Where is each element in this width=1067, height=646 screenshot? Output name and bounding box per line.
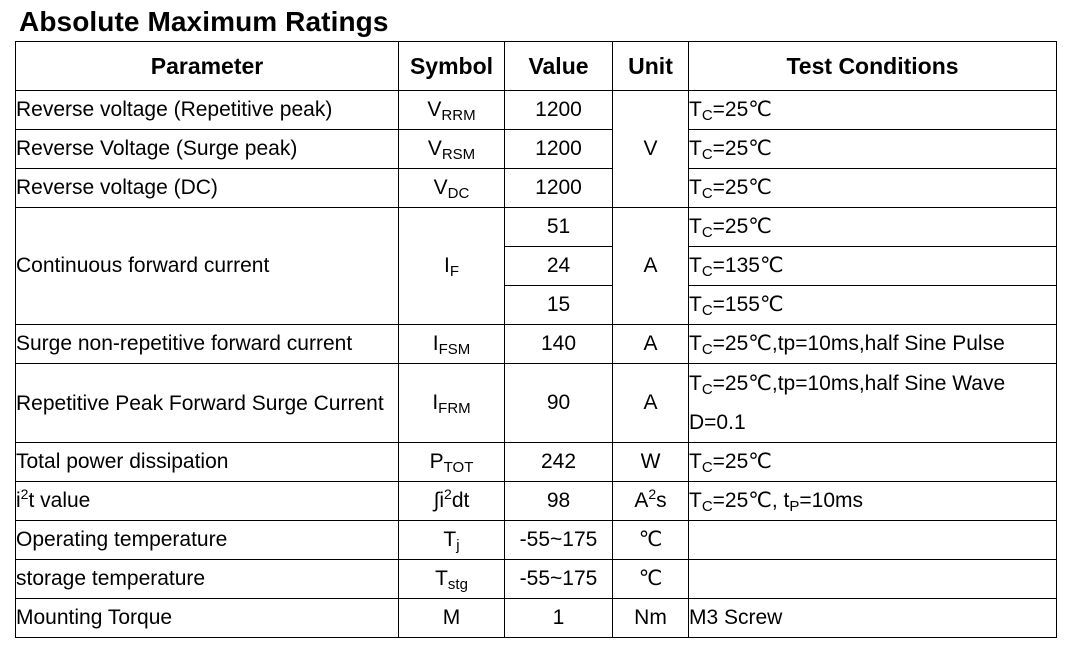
symbol-cell: VDC (398, 168, 505, 208)
table-row: Reverse voltage (DC) VDC 1200 TC=25℃ (15, 168, 1057, 208)
table-row: i2t value ∫i2dt 98 A2s TC=25℃, tP=10ms (15, 481, 1057, 521)
condition-cell: TC=135℃ (688, 246, 1057, 286)
header-symbol: Symbol (398, 41, 505, 91)
symbol-cell: IF (398, 207, 505, 325)
condition-cell: TC=25℃,tp=10ms,half Sine Wave D=0.1 (688, 363, 1057, 443)
unit-cell: A2s (612, 481, 689, 521)
parameter-cell: i2t value (15, 481, 399, 521)
header-test-conditions: Test Conditions (688, 41, 1057, 91)
table-row: Surge non-repetitive forward current IFS… (15, 324, 1057, 364)
value-cell: 51 (504, 207, 613, 247)
condition-cell: TC=25℃ (688, 442, 1057, 482)
parameter-cell: Mounting Torque (15, 598, 399, 638)
value-cell: 242 (504, 442, 613, 482)
value-cell: 1 (504, 598, 613, 638)
parameter-cell: storage temperature (15, 559, 399, 599)
table-row: Continuous forward current IF 51 A TC=25… (15, 207, 1057, 325)
symbol-cell: Tj (398, 520, 505, 560)
header-parameter: Parameter (15, 41, 399, 91)
condition-cell: TC=25℃,tp=10ms,half Sine Pulse (688, 324, 1057, 364)
value-cell: 90 (504, 363, 613, 443)
value-cell: 98 (504, 481, 613, 521)
value-cell: 24 (504, 246, 613, 286)
value-cell: 140 (504, 324, 613, 364)
condition-cell: TC=25℃, tP=10ms (688, 481, 1057, 521)
unit-cell: W (612, 442, 689, 482)
condition-cell: M3 Screw (688, 598, 1057, 638)
condition-cell: TC=25℃ (688, 90, 1057, 130)
condition-cell: TC=155℃ (688, 285, 1057, 325)
symbol-cell: M (398, 598, 505, 638)
condition-cell (688, 520, 1057, 560)
value-cell: -55~175 (504, 559, 613, 599)
table-row: Mounting Torque M 1 Nm M3 Screw (15, 598, 1057, 638)
parameter-cell: Total power dissipation (15, 442, 399, 482)
unit-cell: Nm (612, 598, 689, 638)
parameter-cell: Continuous forward current (15, 207, 399, 325)
table-row: Repetitive Peak Forward Surge Current IF… (15, 363, 1057, 443)
table-row: 15 TC=155℃ (16, 285, 1057, 325)
table-row: Reverse Voltage (Surge peak) VRSM 1200 T… (15, 129, 1057, 169)
parameter-cell: Reverse voltage (Repetitive peak) (15, 90, 399, 130)
table-row: 24 TC=135℃ (16, 246, 1057, 286)
table-row: Total power dissipation PTOT 242 W TC=25… (15, 442, 1057, 482)
unit-cell: A (612, 363, 689, 443)
unit-cell: V (612, 90, 689, 208)
condition-cell: TC=25℃ (688, 129, 1057, 169)
unit-cell: A (612, 207, 689, 325)
condition-cell (688, 559, 1057, 599)
symbol-cell: IFRM (398, 363, 505, 443)
header-unit: Unit (612, 41, 689, 91)
value-cell: -55~175 (504, 520, 613, 560)
table-row: Operating temperature Tj -55~175 ℃ (15, 520, 1057, 560)
parameter-cell: Repetitive Peak Forward Surge Current (15, 363, 399, 443)
symbol-cell: Tstg (398, 559, 505, 599)
unit-cell: A (612, 324, 689, 364)
condition-cell: TC=25℃ (688, 168, 1057, 208)
parameter-cell: Surge non-repetitive forward current (15, 324, 399, 364)
table-row: storage temperature Tstg -55~175 ℃ (15, 559, 1057, 599)
table-header-row: Parameter Symbol Value Unit Test Conditi… (15, 41, 1057, 91)
unit-cell: ℃ (612, 520, 689, 560)
value-cell: 1200 (504, 168, 613, 208)
value-cell: 1200 (504, 129, 613, 169)
page-title: Absolute Maximum Ratings (19, 6, 389, 37)
table-row: Reverse voltage (Repetitive peak) VRRM 1… (15, 90, 1057, 208)
unit-cell: ℃ (612, 559, 689, 599)
value-cell: 1200 (504, 90, 613, 130)
symbol-cell: VRRM (398, 90, 505, 130)
parameter-cell: Reverse voltage (DC) (15, 168, 399, 208)
parameter-cell: Reverse Voltage (Surge peak) (15, 129, 399, 169)
header-value: Value (504, 41, 613, 91)
symbol-cell: IFSM (398, 324, 505, 364)
symbol-cell: PTOT (398, 442, 505, 482)
symbol-cell: ∫i2dt (398, 481, 505, 521)
parameter-cell: Operating temperature (15, 520, 399, 560)
condition-cell: TC=25℃ (688, 207, 1057, 247)
absolute-maximum-ratings-table: Parameter Symbol Value Unit Test Conditi… (15, 41, 1057, 638)
value-cell: 15 (504, 285, 613, 325)
symbol-cell: VRSM (398, 129, 505, 169)
